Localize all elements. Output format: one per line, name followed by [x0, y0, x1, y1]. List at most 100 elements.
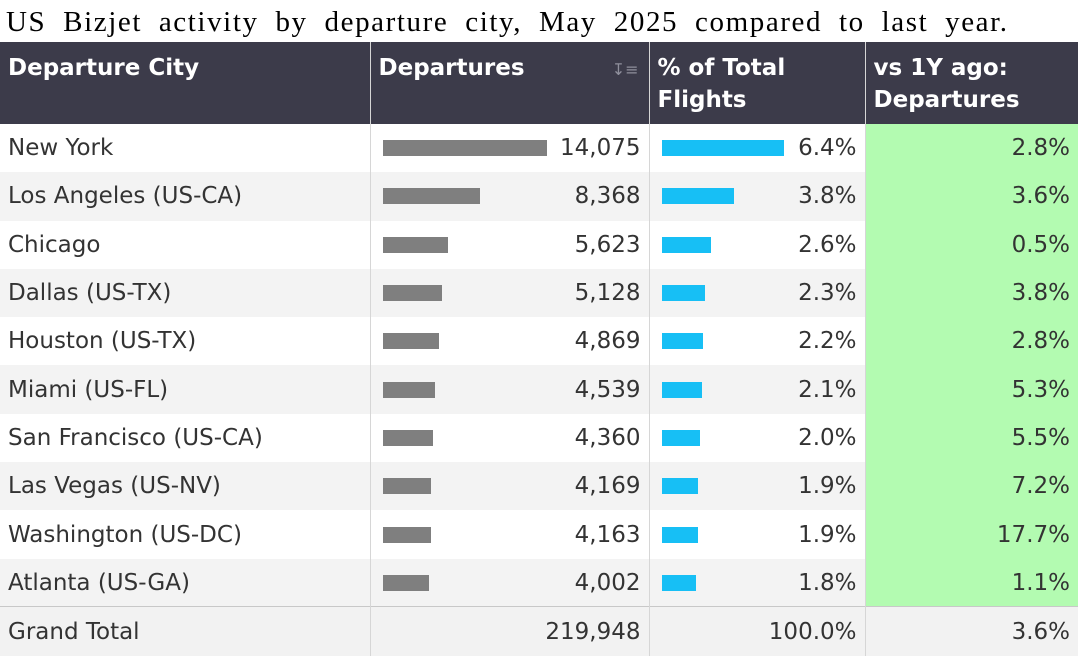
- share-cell: 1.9%: [649, 510, 866, 559]
- city-cell: Chicago: [0, 220, 371, 269]
- chart-title: US Bizjet activity by departure city, Ma…: [6, 6, 1009, 38]
- city-cell: San Francisco (US-CA): [0, 413, 371, 463]
- header-percent-total[interactable]: % of Total Flights: [649, 42, 866, 124]
- table-row: New York 14,075 6.4% 2.8%: [0, 124, 1078, 173]
- departures-bar: [382, 381, 436, 398]
- share-value: 1.9%: [798, 521, 857, 548]
- departures-cell: 4,360: [370, 413, 650, 463]
- departures-value: 14,075: [560, 135, 641, 162]
- table-body: New York 14,075 6.4% 2.8% Los Angeles (US-CA…: [0, 124, 1078, 607]
- change-cell: 17.7%: [865, 510, 1078, 559]
- departures-cell: 4,163: [370, 510, 650, 559]
- grand-total-row: Grand Total 219,948 100.0% 3.6%: [0, 606, 1078, 656]
- departures-bar: [382, 188, 480, 205]
- departures-bar: [382, 526, 431, 543]
- table-row: Dallas (US-TX) 5,128 2.3% 3.8%: [0, 268, 1078, 318]
- departures-bar: [382, 478, 432, 495]
- share-value: 2.3%: [798, 280, 857, 307]
- share-bar: [661, 188, 734, 205]
- total-change: 3.6%: [865, 606, 1078, 656]
- change-cell: 2.8%: [865, 317, 1078, 366]
- table-row: Washington (US-DC) 4,163 1.9% 17.7%: [0, 510, 1078, 559]
- share-cell: 3.8%: [649, 172, 866, 221]
- departures-cell: 14,075: [370, 124, 650, 173]
- change-cell: 3.8%: [865, 268, 1078, 318]
- departures-cell: 4,169: [370, 462, 650, 511]
- departures-value: 4,169: [574, 473, 641, 500]
- table-row: Miami (US-FL) 4,539 2.1% 5.3%: [0, 365, 1078, 414]
- header-label: % of Total Flights: [657, 55, 786, 113]
- table-row: Las Vegas (US-NV) 4,169 1.9% 7.2%: [0, 462, 1078, 511]
- change-cell: 7.2%: [865, 462, 1078, 511]
- table-row: Chicago 5,623 2.6% 0.5%: [0, 220, 1078, 269]
- total-share: 100.0%: [649, 606, 866, 656]
- city-cell: Las Vegas (US-NV): [0, 462, 371, 511]
- header-label: Departure City: [8, 55, 200, 81]
- share-value: 1.9%: [798, 473, 857, 500]
- city-cell: Washington (US-DC): [0, 510, 371, 559]
- change-cell: 5.3%: [865, 365, 1078, 414]
- departures-bar: [382, 333, 440, 350]
- departures-cell: 5,623: [370, 220, 650, 269]
- share-cell: 6.4%: [649, 124, 866, 173]
- change-cell: 1.1%: [865, 558, 1078, 607]
- departures-value: 5,128: [574, 280, 641, 307]
- change-cell: 2.8%: [865, 124, 1078, 173]
- table-row: Los Angeles (US-CA) 8,368 3.8% 3.6%: [0, 172, 1078, 221]
- sort-descending-icon[interactable]: ↧≡: [611, 60, 639, 79]
- departures-cell: 4,539: [370, 365, 650, 414]
- city-cell: Atlanta (US-GA): [0, 558, 371, 607]
- table-row: San Francisco (US-CA) 4,360 2.0% 5.5%: [0, 413, 1078, 463]
- share-cell: 2.2%: [649, 317, 866, 366]
- share-bar: [661, 236, 712, 253]
- share-bar: [661, 478, 698, 495]
- departures-value: 4,539: [574, 376, 641, 403]
- departures-bar: [382, 236, 449, 253]
- share-value: 6.4%: [798, 135, 857, 162]
- change-cell: 5.5%: [865, 413, 1078, 463]
- departures-value: 8,368: [574, 183, 641, 210]
- share-cell: 2.3%: [649, 268, 866, 318]
- share-bar: [661, 429, 700, 446]
- share-bar: [661, 381, 702, 398]
- departures-bar: [382, 140, 547, 157]
- share-cell: 2.0%: [649, 413, 866, 463]
- city-cell: Miami (US-FL): [0, 365, 371, 414]
- share-cell: 2.1%: [649, 365, 866, 414]
- header-label: vs 1Y ago: Departures: [873, 55, 1020, 113]
- change-cell: 0.5%: [865, 220, 1078, 269]
- departures-value: 4,163: [574, 521, 641, 548]
- header-vs-1y-ago[interactable]: vs 1Y ago: Departures: [865, 42, 1078, 124]
- city-cell: Houston (US-TX): [0, 317, 371, 366]
- share-bar: [661, 333, 704, 350]
- header-departure-city[interactable]: Departure City: [0, 42, 371, 124]
- share-value: 2.0%: [798, 424, 857, 451]
- table-row: Houston (US-TX) 4,869 2.2% 2.8%: [0, 317, 1078, 366]
- departures-value: 4,360: [574, 424, 641, 451]
- city-cell: Dallas (US-TX): [0, 268, 371, 318]
- share-bar: [661, 526, 698, 543]
- share-value: 2.6%: [798, 231, 857, 258]
- departures-bar: [382, 574, 430, 591]
- share-bar: [661, 140, 784, 157]
- header-departures[interactable]: Departures ↧≡: [370, 42, 650, 124]
- city-cell: Los Angeles (US-CA): [0, 172, 371, 221]
- table-row: Atlanta (US-GA) 4,002 1.8% 1.1%: [0, 558, 1078, 607]
- departures-bar: [382, 285, 443, 302]
- city-cell: New York: [0, 124, 371, 173]
- header-row: Departure City Departures ↧≡ % of Total F…: [0, 42, 1078, 124]
- share-cell: 1.8%: [649, 558, 866, 607]
- share-bar: [661, 574, 696, 591]
- share-value: 2.2%: [798, 328, 857, 355]
- share-cell: 2.6%: [649, 220, 866, 269]
- share-cell: 1.9%: [649, 462, 866, 511]
- departures-value: 4,869: [574, 328, 641, 355]
- departures-cell: 5,128: [370, 268, 650, 318]
- share-value: 3.8%: [798, 183, 857, 210]
- departures-value: 4,002: [574, 569, 641, 596]
- departures-bar: [382, 429, 434, 446]
- total-label: Grand Total: [0, 606, 371, 656]
- departures-cell: 4,002: [370, 558, 650, 607]
- share-value: 2.1%: [798, 376, 857, 403]
- total-departures: 219,948: [370, 606, 650, 656]
